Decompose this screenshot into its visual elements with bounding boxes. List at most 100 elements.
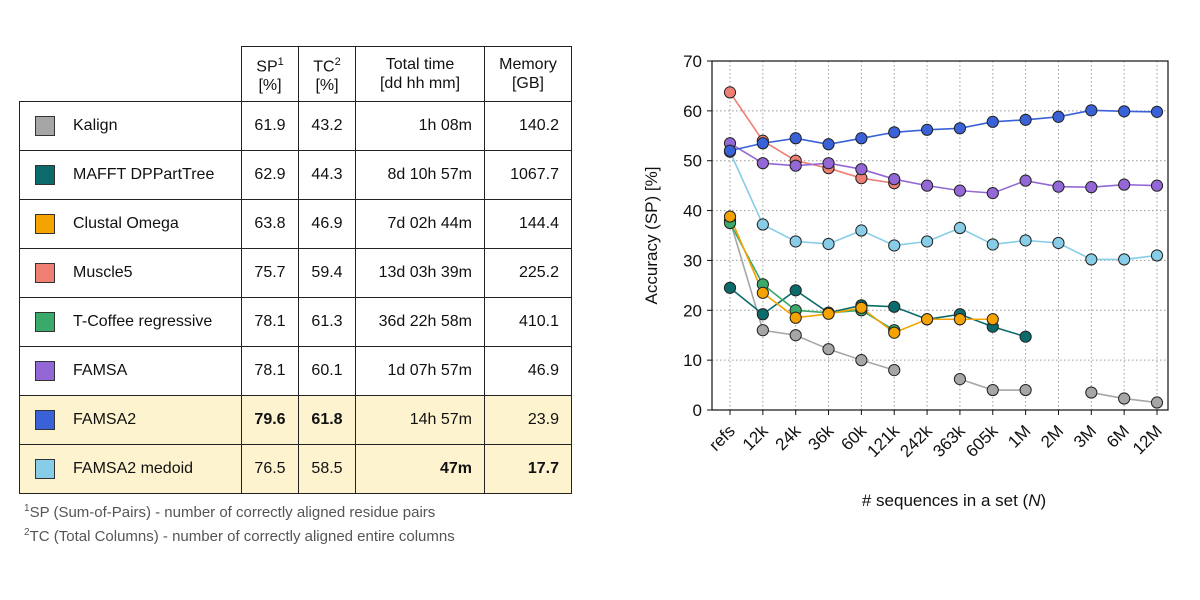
legend-swatch — [35, 459, 55, 479]
data-point-clustal-omega — [723, 210, 737, 223]
time-cell: 8d 10h 57m — [355, 150, 485, 200]
method-cell: Kalign — [19, 101, 242, 151]
sp-cell: 79.6 — [241, 395, 299, 445]
method-name: FAMSA — [73, 362, 128, 379]
x-axis-label: # sequences in a set (N) — [862, 491, 1046, 510]
method-cell: Muscle5 — [19, 248, 242, 298]
data-point-famsa — [822, 157, 835, 170]
mem-cell: 17.7 — [484, 444, 572, 494]
data-point-kalign — [822, 343, 835, 356]
data-point-clustal-omega — [789, 311, 802, 324]
data-point-kalign — [953, 372, 967, 386]
data-point-famsa — [855, 163, 868, 176]
y-tick-label: 60 — [683, 102, 702, 121]
table-row: FAMSA2 medoid 76.5 58.5 47m 17.7 — [19, 444, 572, 494]
data-point-famsa2 — [1052, 110, 1065, 123]
data-point-famsa — [1019, 174, 1032, 187]
data-point-famsa2 — [986, 115, 999, 128]
data-point-famsa2 — [888, 126, 901, 139]
y-tick-label: 30 — [683, 251, 702, 270]
data-point-kalign — [855, 354, 868, 367]
table-row: Muscle5 75.7 59.4 13d 03h 39m 225.2 — [19, 248, 572, 298]
time-cell: 13d 03h 39m — [355, 248, 485, 298]
tc-cell: 44.3 — [298, 150, 356, 200]
y-axis-label: Accuracy (SP) [%] — [642, 167, 661, 305]
y-tick-label: 10 — [683, 351, 702, 370]
time-cell: 7d 02h 44m — [355, 199, 485, 249]
data-point-famsa2-medoid — [789, 235, 802, 248]
data-point-clustal-omega — [986, 313, 999, 326]
data-point-famsa2-medoid — [1118, 253, 1131, 266]
method-name: Kalign — [73, 117, 118, 134]
method-name: FAMSA2 — [73, 411, 137, 428]
x-tick-label: 12M — [1129, 421, 1166, 458]
sp-cell: 78.1 — [241, 297, 299, 347]
data-point-famsa — [986, 187, 999, 200]
x-tick-label: 2M — [1037, 421, 1067, 451]
header-time: Total time [dd hh mm] — [355, 46, 485, 102]
mem-cell: 23.9 — [484, 395, 572, 445]
data-point-famsa2 — [855, 132, 868, 145]
data-point-mafft-dpparttree — [756, 308, 769, 321]
footnote-tc: 2TC (Total Columns) - number of correctl… — [24, 527, 455, 545]
y-tick-label: 0 — [693, 401, 702, 420]
data-point-mafft-dpparttree — [1019, 330, 1032, 343]
method-name: Clustal Omega — [73, 215, 179, 232]
data-point-kalign — [1085, 386, 1098, 399]
data-point-clustal-omega — [756, 286, 769, 299]
x-tick-label: 12k — [739, 421, 772, 454]
series-line-t-coffee-regressive — [729, 222, 895, 331]
table-row: T-Coffee regressive 78.1 61.3 36d 22h 58m 41… — [19, 297, 572, 347]
data-point-kalign — [756, 324, 769, 337]
data-point-famsa — [756, 157, 769, 170]
data-point-famsa2-medoid — [855, 224, 868, 237]
tc-cell: 61.8 — [298, 395, 356, 445]
series-line-mafft-dpparttree — [729, 287, 1026, 338]
x-tick-label: 363k — [929, 421, 969, 461]
data-point-famsa — [888, 173, 901, 186]
data-point-kalign — [1118, 392, 1131, 405]
data-point-famsa2-medoid — [986, 238, 999, 251]
data-point-famsa2 — [953, 122, 967, 135]
y-tick-label: 20 — [683, 301, 702, 320]
x-tick-label: 24k — [772, 421, 805, 454]
data-point-famsa — [1085, 181, 1098, 194]
data-point-mafft-dpparttree — [888, 300, 901, 313]
data-point-mafft-dpparttree — [723, 281, 737, 294]
method-cell: T-Coffee regressive — [19, 297, 242, 347]
data-point-kalign — [888, 364, 901, 377]
series-line-muscle5 — [729, 91, 895, 184]
x-tick-label: refs — [705, 421, 738, 454]
x-tick-label: 3M — [1070, 421, 1100, 451]
time-cell: 36d 22h 58m — [355, 297, 485, 347]
data-point-famsa2 — [1019, 113, 1032, 126]
mem-cell: 410.1 — [484, 297, 572, 347]
sp-cell: 78.1 — [241, 346, 299, 396]
legend-swatch — [35, 165, 55, 185]
legend-swatch — [35, 263, 55, 283]
data-point-famsa2-medoid — [953, 221, 967, 235]
data-point-famsa2 — [1150, 105, 1164, 118]
data-point-famsa2 — [756, 137, 769, 150]
data-point-famsa2 — [789, 132, 802, 145]
data-point-famsa2-medoid — [1150, 249, 1164, 262]
method-cell: FAMSA2 medoid — [19, 444, 242, 494]
data-point-clustal-omega — [920, 313, 934, 326]
x-tick-label: 1M — [1004, 421, 1034, 451]
legend-swatch — [35, 410, 55, 430]
x-tick-label: 605k — [962, 421, 1002, 461]
time-cell: 14h 57m — [355, 395, 485, 445]
data-point-muscle5 — [723, 86, 737, 99]
sp-cell: 63.8 — [241, 199, 299, 249]
header-sp: SP1 [%] — [241, 46, 299, 102]
tc-cell: 58.5 — [298, 444, 356, 494]
data-point-famsa2-medoid — [822, 237, 835, 251]
method-cell: FAMSA2 — [19, 395, 242, 445]
plot-frame — [711, 60, 1169, 411]
data-point-famsa2-medoid — [756, 218, 769, 231]
x-tick-label: 121k — [864, 421, 904, 461]
data-point-famsa2-medoid — [1019, 234, 1032, 247]
header-memory: Memory [GB] — [484, 46, 572, 102]
legend-swatch — [35, 214, 55, 234]
data-point-famsa2-medoid — [920, 235, 934, 248]
